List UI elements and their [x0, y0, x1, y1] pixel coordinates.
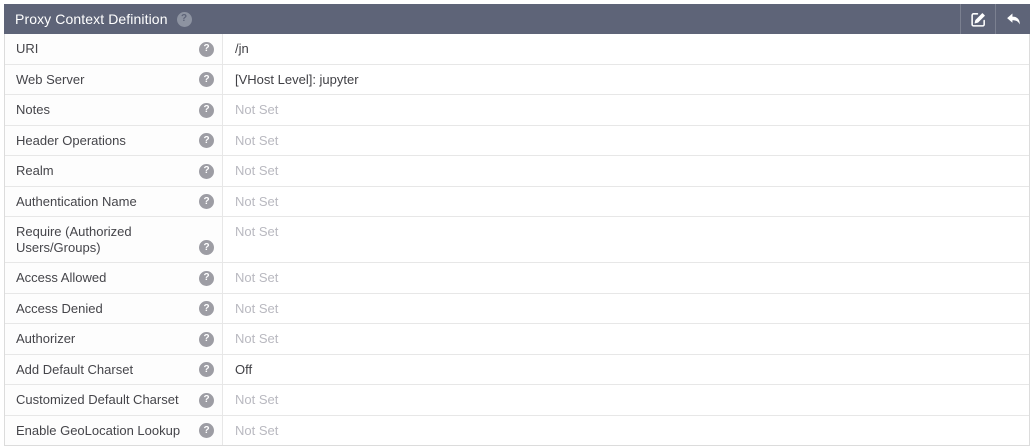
help-icon[interactable]: ? [199, 194, 214, 209]
field-label: Realm [16, 163, 54, 178]
table-row: Access Denied? Not Set [5, 293, 1029, 324]
field-label: Notes [16, 102, 50, 117]
field-value: /jn [235, 41, 249, 56]
field-label: Require (Authorized Users/Groups) [16, 224, 132, 255]
field-label-cell: URI? [5, 34, 223, 64]
panel-header: Proxy Context Definition ? [4, 4, 1030, 34]
field-label: Header Operations [16, 132, 126, 148]
field-label-cell: Notes? [5, 95, 223, 125]
field-label-cell: Access Denied? [5, 293, 223, 323]
table-row: Require (Authorized Users/Groups)? Not Se… [5, 217, 1029, 263]
edit-pencil-square-icon [970, 12, 985, 27]
table-row: Access Allowed? Not Set [5, 263, 1029, 294]
field-value: [VHost Level]: jupyter [235, 71, 359, 87]
field-label-cell: Realm? [5, 156, 223, 186]
table-row: Header Operations? Not Set [5, 125, 1029, 156]
table-row: Enable GeoLocation Lookup? Not Set [5, 415, 1029, 445]
definition-table: URI? /jn Web Server? [VHost Level]: jupyter… [4, 34, 1030, 446]
table-row: URI? /jn [5, 34, 1029, 65]
table-row: Add Default Charset? Off [5, 354, 1029, 385]
field-value: Off [235, 361, 253, 377]
field-value: Not Set [235, 163, 279, 178]
field-value: Not Set [235, 331, 279, 346]
table-row: Realm? Not Set [5, 156, 1029, 187]
field-label-cell: Add Default Charset? [5, 354, 223, 384]
table-row: Notes? Not Set [5, 95, 1029, 126]
field-label-cell: Enable GeoLocation Lookup? [5, 415, 223, 445]
help-icon[interactable]: ? [199, 133, 214, 148]
help-icon[interactable]: ? [199, 41, 214, 57]
table-row: Web Server? [VHost Level]: jupyter [5, 64, 1029, 95]
panel-title: Proxy Context Definition [15, 11, 168, 27]
field-label: Authorizer [16, 331, 76, 346]
header-actions [960, 4, 1030, 34]
field-label: Access Denied [16, 300, 103, 316]
help-icon[interactable]: ? [199, 362, 214, 377]
field-label: Web Server [16, 71, 85, 87]
help-icon[interactable]: ? [199, 270, 214, 286]
field-label-cell: Access Allowed? [5, 263, 223, 293]
field-label: Enable GeoLocation Lookup [16, 422, 181, 438]
field-value: Not Set [235, 102, 279, 117]
help-icon[interactable]: ? [199, 72, 214, 87]
title-help-icon[interactable]: ? [176, 11, 192, 27]
field-label: Access Allowed [16, 270, 107, 285]
field-label-cell: Header Operations? [5, 125, 223, 155]
help-icon[interactable]: ? [199, 301, 214, 316]
proxy-context-panel: Proxy Context Definition ? URI? /jn Web Se… [4, 4, 1030, 446]
help-icon[interactable]: ? [199, 163, 214, 179]
field-value: Not Set [235, 392, 279, 407]
field-label: Customized Default Charset [16, 392, 179, 407]
help-icon[interactable]: ? [199, 240, 214, 255]
field-label-cell: Authentication Name? [5, 186, 223, 216]
field-label-cell: Web Server? [5, 64, 223, 94]
table-row: Authentication Name? Not Set [5, 186, 1029, 217]
return-button[interactable] [995, 4, 1030, 34]
field-label-cell: Require (Authorized Users/Groups)? [5, 217, 223, 262]
table-row: Customized Default Charset? Not Set [5, 385, 1029, 416]
field-value: Not Set [235, 270, 279, 285]
help-icon[interactable]: ? [199, 331, 214, 347]
field-value: Not Set [235, 224, 279, 239]
field-value: Not Set [235, 193, 279, 209]
field-value: Not Set [235, 300, 279, 316]
field-value: Not Set [235, 132, 279, 148]
field-value: Not Set [235, 422, 279, 438]
reply-arrow-icon [1006, 12, 1020, 24]
edit-button[interactable] [960, 4, 995, 34]
field-label-cell: Customized Default Charset? [5, 385, 223, 415]
help-icon[interactable]: ? [199, 392, 214, 408]
field-label: Authentication Name [16, 193, 137, 209]
field-label: URI [16, 41, 39, 56]
field-label-cell: Authorizer? [5, 324, 223, 354]
help-icon[interactable]: ? [199, 102, 214, 118]
field-label: Add Default Charset [16, 361, 134, 377]
table-row: Authorizer? Not Set [5, 324, 1029, 355]
help-icon[interactable]: ? [199, 423, 214, 438]
